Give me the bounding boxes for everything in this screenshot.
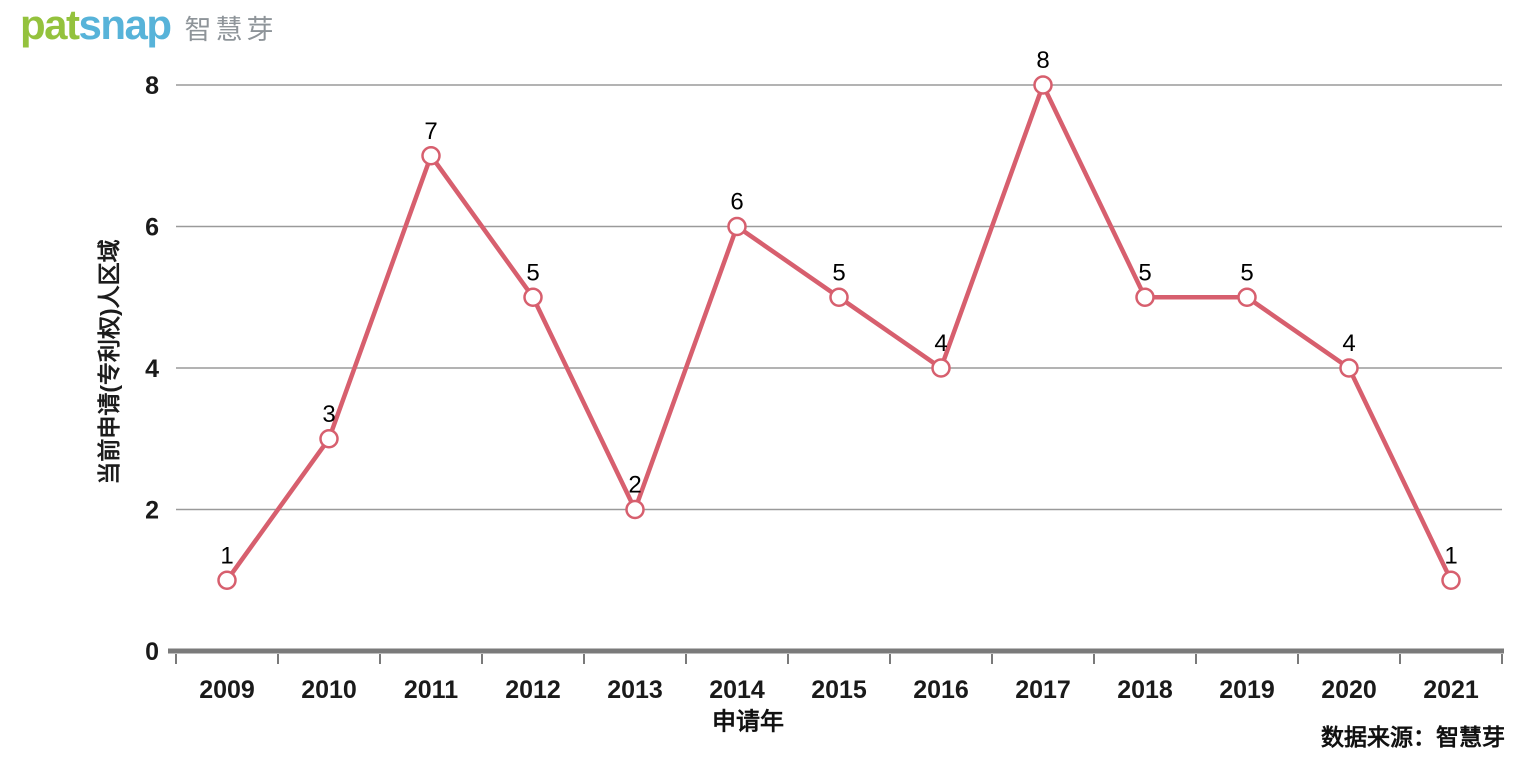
x-tick-label: 2017 [1015, 676, 1071, 704]
data-point [319, 429, 339, 449]
data-point-label: 5 [1138, 259, 1151, 286]
data-point-label: 4 [934, 330, 947, 357]
data-point-label: 1 [1444, 542, 1457, 569]
y-tick-label: 8 [145, 72, 159, 100]
y-tick-label: 4 [145, 355, 159, 383]
x-axis-title: 申请年 [712, 708, 784, 736]
y-tick-label: 6 [145, 214, 159, 242]
data-point-label: 4 [1342, 330, 1355, 357]
data-point [523, 287, 543, 307]
y-tick-label: 2 [145, 497, 159, 525]
data-point-label: 5 [832, 259, 845, 286]
x-tick-label: 2016 [913, 676, 969, 704]
data-point [421, 146, 441, 166]
data-point [1339, 358, 1359, 378]
x-tick-label: 2011 [404, 676, 458, 704]
trend-line [224, 82, 1454, 583]
data-point [1441, 570, 1461, 590]
data-point-label: 5 [526, 259, 539, 286]
data-point [727, 216, 747, 237]
data-point [625, 499, 645, 520]
logo-text-snap: snap [78, 1, 173, 48]
data-point-label: 3 [322, 401, 335, 428]
x-tick-label: 2019 [1219, 676, 1275, 704]
data-point-label: 6 [730, 189, 743, 216]
x-tick-label: 2012 [505, 676, 561, 704]
logo-text-pat: pat [20, 1, 80, 48]
data-point-label: 5 [1240, 259, 1253, 286]
data-point [1237, 287, 1257, 307]
data-point-label: 1 [220, 542, 233, 569]
x-tick-label: 2014 [709, 676, 765, 704]
x-tick-label: 2010 [301, 676, 357, 704]
x-tick-label: 2018 [1117, 676, 1173, 704]
data-point [217, 570, 237, 590]
patsnap-logo: patsnap 智慧芽 [20, 2, 278, 53]
logo-text-cn: 智慧芽 [184, 15, 278, 45]
data-source-note: 数据来源：智慧芽 [1321, 724, 1505, 750]
y-tick-label: 0 [145, 638, 159, 666]
data-point-label: 2 [628, 472, 641, 499]
x-tick-label: 2020 [1321, 676, 1377, 704]
data-point [829, 287, 849, 307]
data-point [931, 358, 951, 378]
data-point-label: 7 [424, 118, 437, 145]
data-point [1135, 287, 1155, 307]
data-point [1033, 75, 1053, 95]
data-point-label: 8 [1036, 47, 1049, 74]
x-tick-label: 2015 [811, 676, 867, 704]
x-tick-label: 2021 [1423, 676, 1479, 704]
x-tick-label: 2009 [199, 676, 255, 704]
x-tick-label: 2013 [607, 676, 663, 704]
